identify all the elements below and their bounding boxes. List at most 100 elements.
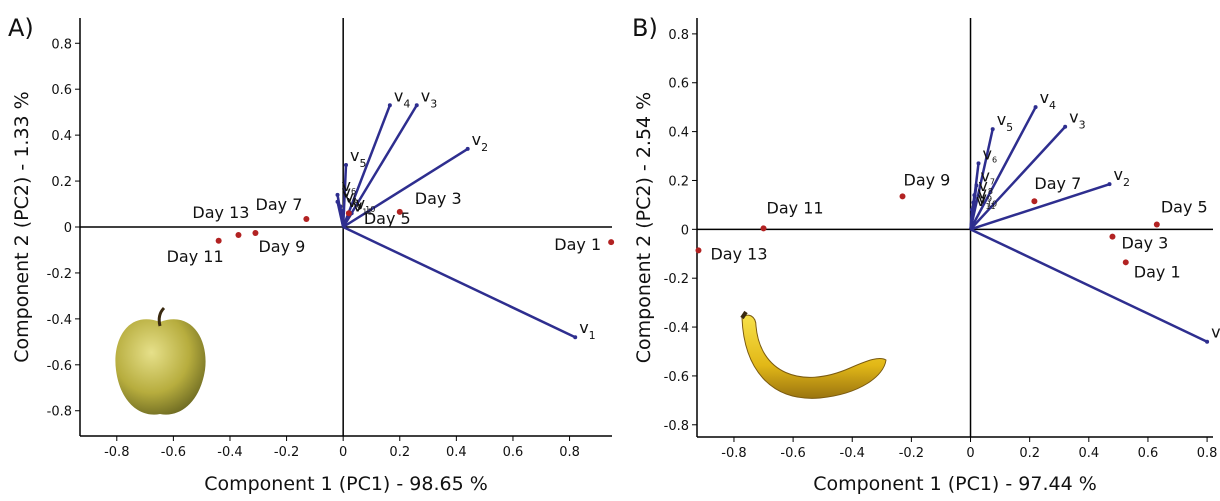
loading-vector <box>969 128 994 230</box>
y-tick-label: -0.2 <box>664 272 689 287</box>
x-axis-label: Component 1 (PC1) - 97.44 % <box>813 473 1097 495</box>
vector-subscript: 4 <box>1049 99 1056 112</box>
point-label: Day 1 <box>554 235 601 254</box>
y-tick-label: 0.4 <box>51 129 72 144</box>
vector-label: v6 <box>342 176 357 196</box>
vector-label: v9 <box>347 192 362 212</box>
x-tick-label: -0.8 <box>104 445 129 460</box>
vector-subscript: 2 <box>1123 176 1130 189</box>
y-tick-label: 0 <box>681 223 689 238</box>
vector-name: v <box>344 187 353 206</box>
score-point <box>303 215 310 222</box>
vector-label: v6 <box>983 144 998 164</box>
vector-tip <box>573 335 578 340</box>
y-tick-label: -0.8 <box>664 419 689 434</box>
vector-tip <box>971 200 976 205</box>
score-point <box>235 232 242 239</box>
vector-label: v3 <box>1069 108 1085 132</box>
x-tick-label: 0 <box>966 446 974 461</box>
point-label: Day 9 <box>258 237 305 256</box>
vector-subscript: 2 <box>481 141 488 154</box>
vector-tip <box>465 146 470 151</box>
vector-subscript: 3 <box>430 97 437 110</box>
y-tick-label: -0.2 <box>47 267 72 282</box>
vector-name: v <box>1211 323 1220 342</box>
vector-subscript: 11 <box>985 202 995 211</box>
vector-subscript: 1 <box>589 329 596 342</box>
vector-name: v <box>983 144 992 163</box>
vector-label: v10 <box>977 188 997 208</box>
x-tick-label: 0.4 <box>1078 446 1099 461</box>
loading-vector <box>969 209 974 230</box>
vector-name: v <box>978 176 987 195</box>
vector-name: v <box>977 188 986 207</box>
vector-tip <box>387 103 392 108</box>
vector-label: v2 <box>472 130 488 154</box>
y-tick-label: -0.6 <box>664 370 689 385</box>
point-label: Day 3 <box>415 189 462 208</box>
x-tick-label: -0.6 <box>161 445 186 460</box>
y-tick-label: 0.8 <box>668 28 689 43</box>
y-tick-label: 0.6 <box>668 77 689 92</box>
vector-label: v2 <box>1114 165 1130 189</box>
score-point <box>1109 233 1116 240</box>
vector-subscript: 6 <box>351 187 356 196</box>
vector-subscript: 8 <box>988 187 993 196</box>
vector-label: v1 <box>579 318 595 342</box>
vector-name: v <box>394 86 403 105</box>
vector-name: v <box>1069 108 1078 127</box>
loading-vector <box>969 228 1208 343</box>
vector-tip <box>990 127 995 132</box>
vector-label: v9 <box>977 183 992 203</box>
vector-label: v8 <box>344 187 359 207</box>
vector-tip <box>335 192 340 197</box>
vector-tip <box>970 207 975 212</box>
vector-label: v3 <box>421 86 437 110</box>
vector-subscript: 8 <box>354 198 359 207</box>
vector-label: v1 <box>1211 323 1220 347</box>
vector-label: v7 <box>980 166 995 186</box>
y-tick-label: -0.4 <box>47 313 72 328</box>
score-point <box>760 225 767 232</box>
vector-tip <box>344 162 348 167</box>
vector-label: v4 <box>1040 88 1056 112</box>
loading-vector <box>342 147 469 229</box>
y-tick-label: -0.8 <box>47 405 72 420</box>
score-point <box>396 208 403 215</box>
vector-name: v <box>1114 165 1123 184</box>
vector-subscript: 7 <box>990 177 995 186</box>
vector-subscript: 7 <box>351 194 356 203</box>
loading-vector <box>342 214 350 228</box>
y-tick-label: 0.4 <box>668 126 689 141</box>
x-tick-label: 0.8 <box>559 445 580 460</box>
vector-label: v11 <box>353 197 373 217</box>
x-tick-label: 0 <box>339 445 347 460</box>
point-label: Day 7 <box>1034 174 1081 193</box>
y-tick-label: 0.6 <box>51 83 72 98</box>
x-tick-label: 0.6 <box>503 445 524 460</box>
vector-name: v <box>579 318 588 337</box>
x-tick-label: -0.6 <box>780 446 805 461</box>
vector-label: v11 <box>976 191 996 211</box>
point-label: Day 13 <box>192 203 249 222</box>
score-point <box>345 210 352 217</box>
x-tick-label: 0.4 <box>446 445 467 460</box>
score-point <box>215 237 222 244</box>
x-tick-label: 0.8 <box>1197 446 1218 461</box>
vector-tip <box>1033 105 1038 110</box>
point-label: Day 9 <box>904 170 951 189</box>
vector-label: v7 <box>342 183 357 203</box>
loading-vector <box>970 182 1110 231</box>
score-point <box>899 193 906 200</box>
point-label: Day 5 <box>364 209 411 228</box>
apple-image <box>115 306 206 415</box>
vector-name: v <box>977 183 986 202</box>
banana-image <box>740 310 887 399</box>
vector-subscript: 10 <box>987 199 997 208</box>
point-label: Day 11 <box>167 247 224 266</box>
vector-subscript: 5 <box>1006 121 1013 134</box>
vector-tip <box>414 103 419 108</box>
y-tick-label: -0.4 <box>664 321 689 336</box>
x-tick-label: -0.8 <box>721 446 746 461</box>
